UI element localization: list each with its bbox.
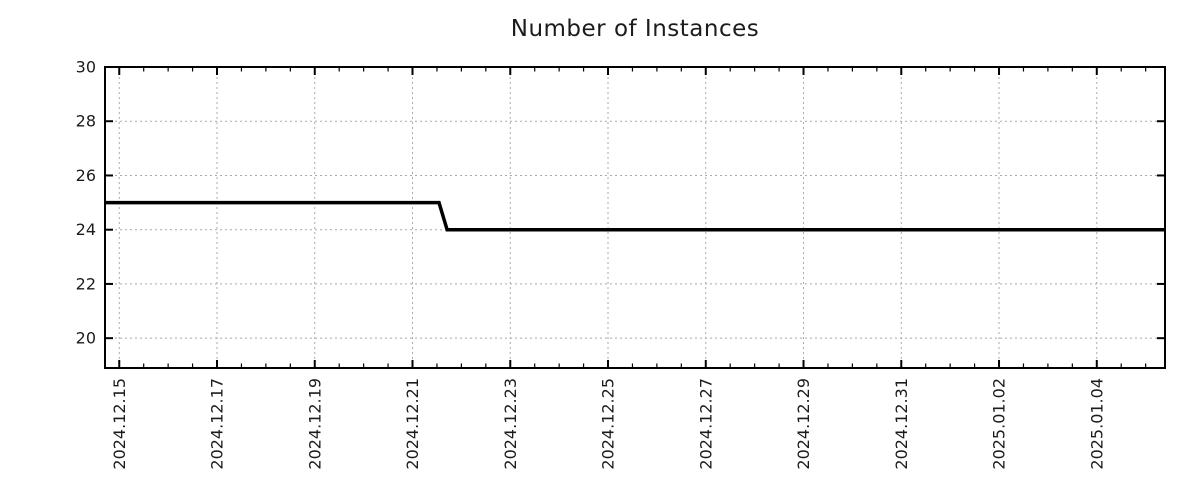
y-tick-label: 28	[76, 112, 96, 131]
y-tick-label: 20	[76, 329, 96, 348]
x-tick-label: 2024.12.31	[892, 378, 911, 470]
x-tick-label: 2024.12.27	[696, 378, 715, 470]
x-tick-label: 2024.12.25	[599, 378, 618, 470]
x-tick-label: 2024.12.17	[208, 378, 227, 470]
y-tick-label: 30	[76, 58, 96, 77]
x-tick-label: 2024.12.19	[305, 378, 324, 470]
chart-title: Number of Instances	[510, 16, 760, 42]
y-tick-label: 22	[76, 274, 96, 293]
y-tick-label: 26	[76, 166, 96, 185]
x-tick-label: 2024.12.21	[403, 378, 422, 470]
y-tick-label: 24	[76, 220, 96, 239]
x-tick-label: 2025.01.02	[990, 378, 1009, 470]
x-tick-label: 2024.12.29	[794, 378, 813, 470]
series-line-instances	[105, 200, 1165, 232]
x-tick-label: 2025.01.04	[1087, 378, 1106, 470]
plot-border	[104, 66, 1166, 369]
x-tick-label: 2024.12.15	[110, 378, 129, 470]
x-tick-label: 2024.12.23	[501, 378, 520, 470]
